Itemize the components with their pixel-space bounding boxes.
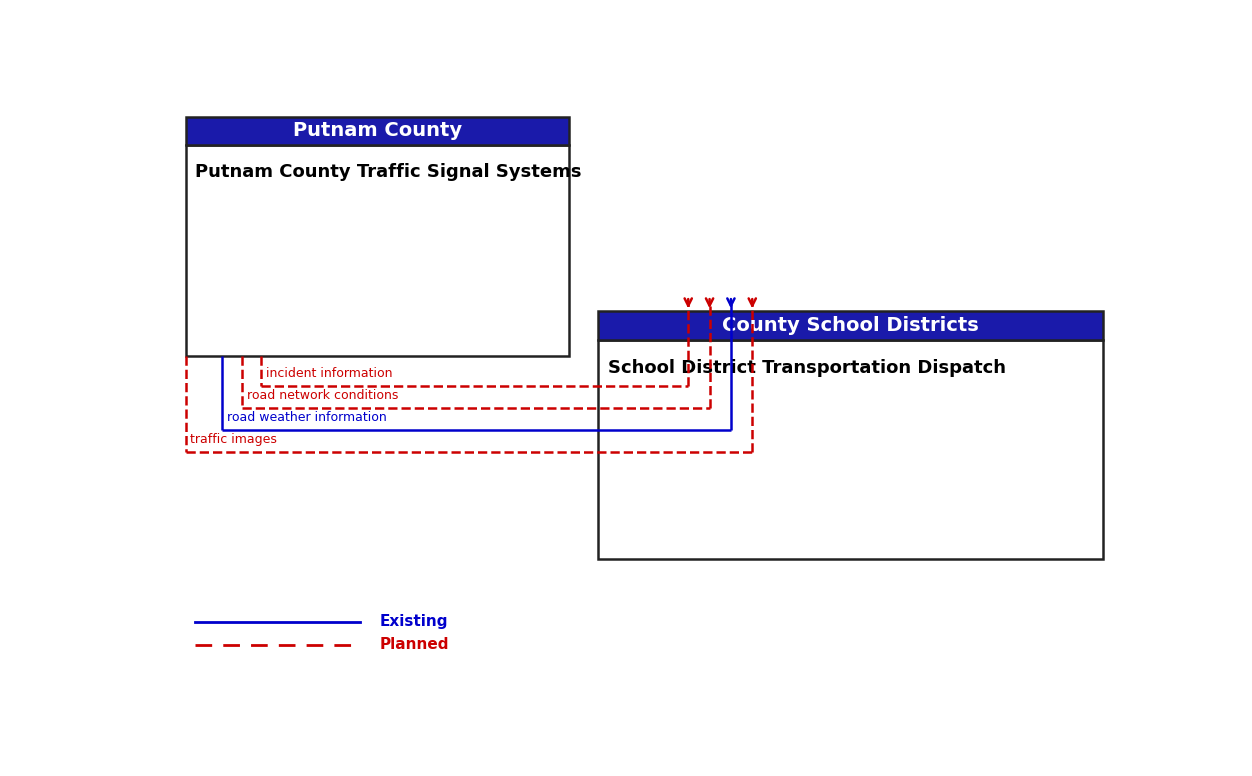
Bar xyxy=(185,117,568,144)
Text: traffic images: traffic images xyxy=(190,433,278,446)
Text: County School Districts: County School Districts xyxy=(722,316,979,335)
Bar xyxy=(598,311,1103,340)
Text: incident information: incident information xyxy=(267,367,393,380)
Text: Putnam County Traffic Signal Systems: Putnam County Traffic Signal Systems xyxy=(195,163,582,181)
Text: School District Transportation Dispatch: School District Transportation Dispatch xyxy=(607,359,1005,377)
Text: road weather information: road weather information xyxy=(228,411,387,424)
Text: road network conditions: road network conditions xyxy=(247,389,398,402)
Bar xyxy=(598,340,1103,559)
Text: Existing: Existing xyxy=(379,615,448,629)
Bar xyxy=(185,144,568,356)
Text: Putnam County: Putnam County xyxy=(293,121,462,140)
Text: Planned: Planned xyxy=(379,637,449,652)
